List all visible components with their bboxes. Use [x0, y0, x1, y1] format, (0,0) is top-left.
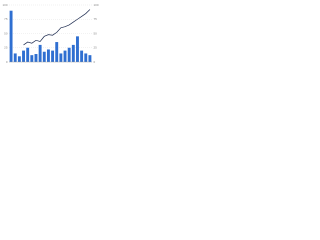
bar — [9, 10, 13, 62]
bar — [84, 53, 88, 62]
bar — [51, 50, 55, 62]
bar — [67, 47, 71, 62]
y-tick-label: 75 — [4, 17, 8, 21]
y-tick-label: 0 — [6, 60, 8, 64]
bar — [22, 50, 25, 62]
bar — [42, 51, 46, 62]
y-tick-label: 50 — [4, 31, 8, 35]
bar — [88, 55, 92, 62]
y2-tick-label: 0 — [94, 60, 96, 64]
y2-tick-label: 75 — [94, 17, 98, 21]
bar — [46, 49, 50, 62]
y2-tick-label: 100 — [94, 3, 99, 7]
bar — [26, 47, 30, 62]
page: {"chart_data": {"type": "bar-line", "cat… — [0, 0, 100, 71]
bar — [30, 55, 34, 62]
bar — [76, 36, 79, 62]
bar — [59, 53, 63, 62]
y2-tick-label: 50 — [94, 31, 98, 35]
bar — [55, 42, 59, 62]
y2-tick-label: 25 — [94, 46, 98, 50]
y-tick-label: 25 — [4, 46, 8, 50]
y-tick-label: 100 — [2, 3, 7, 7]
bar — [80, 50, 84, 62]
bar — [17, 56, 21, 62]
bar — [63, 50, 67, 62]
bar — [71, 44, 75, 62]
line — [23, 9, 91, 46]
bar — [38, 44, 42, 62]
bar — [13, 53, 17, 62]
bar — [34, 54, 38, 62]
chart: 0 25 50 75 100 0 25 50 75 100 — [2, 3, 99, 64]
